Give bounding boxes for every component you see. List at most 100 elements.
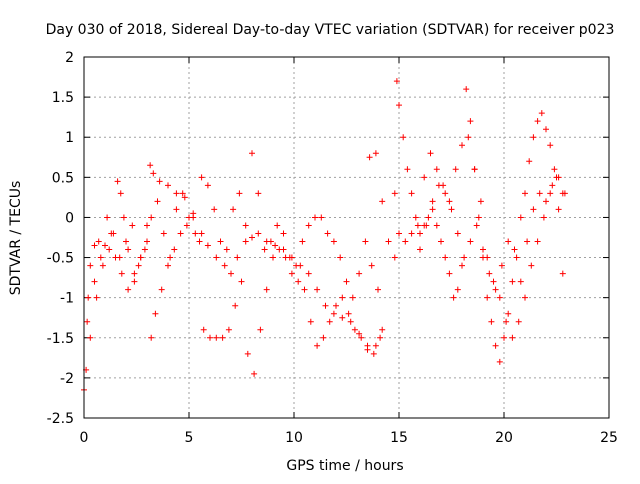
data-point-marker <box>160 230 167 237</box>
data-point-marker <box>123 238 129 245</box>
data-point-marker <box>391 190 398 197</box>
data-point-marker <box>330 238 337 245</box>
data-point-marker <box>442 254 449 261</box>
data-point-marker <box>555 206 562 213</box>
x-tick-label: 15 <box>390 430 408 446</box>
data-point-marker <box>522 294 528 301</box>
data-point-marker <box>517 214 524 221</box>
data-point-marker <box>358 334 365 341</box>
data-point-marker <box>438 238 444 245</box>
data-point-marker <box>551 166 558 173</box>
data-point-marker <box>368 262 375 269</box>
data-point-marker <box>131 270 138 277</box>
data-point-marker <box>225 326 232 333</box>
data-point-marker <box>117 190 124 197</box>
data-point-marker <box>459 262 465 269</box>
data-point-marker <box>137 254 144 261</box>
data-point-marker <box>465 134 472 141</box>
data-point-marker <box>228 270 234 277</box>
data-point-marker <box>125 246 132 253</box>
data-point-marker <box>314 342 321 349</box>
data-point-marker <box>244 350 251 357</box>
data-point-marker <box>421 174 428 181</box>
data-point-marker <box>118 270 125 277</box>
data-point-marker <box>417 230 423 237</box>
data-point-marker <box>106 246 113 253</box>
data-point-marker <box>99 262 106 269</box>
data-point-marker <box>217 238 224 245</box>
data-point-marker <box>561 190 568 197</box>
data-point-marker <box>219 334 226 341</box>
data-point-marker <box>356 270 363 277</box>
data-point-marker <box>232 302 239 309</box>
y-tick-label: -2 <box>60 371 74 387</box>
chart-title: Day 030 of 2018, Sidereal Day-to-day VTE… <box>46 22 615 38</box>
data-point-marker <box>393 78 400 85</box>
data-point-marker <box>530 206 537 213</box>
data-point-marker <box>257 326 264 333</box>
data-point-marker <box>165 262 171 269</box>
data-point-marker <box>526 158 533 165</box>
data-point-marker <box>280 230 287 237</box>
data-point-marker <box>452 166 459 173</box>
series-trace-f <box>417 174 568 293</box>
series-trace-e <box>391 134 566 341</box>
data-point-marker <box>538 110 545 117</box>
data-point-marker <box>366 154 373 161</box>
data-point-marker <box>144 222 150 229</box>
data-point-marker <box>349 294 356 301</box>
data-point-marker <box>242 238 249 245</box>
data-point-marker <box>144 238 150 245</box>
x-tick-label: 0 <box>80 430 89 446</box>
data-point-marker <box>496 294 503 301</box>
data-point-marker <box>400 134 407 141</box>
data-point-marker <box>204 242 211 249</box>
data-point-marker <box>446 270 453 277</box>
data-point-marker <box>312 214 318 221</box>
data-point-marker <box>492 342 499 349</box>
data-point-marker <box>330 310 337 317</box>
data-point-marker <box>173 206 180 213</box>
data-point-marker <box>173 190 180 197</box>
y-tick-label: -1.5 <box>47 331 74 347</box>
data-point-marker <box>204 182 211 189</box>
data-point-marker <box>427 150 434 157</box>
data-point-marker <box>249 150 255 157</box>
data-point-marker <box>158 286 165 293</box>
data-point-marker <box>396 102 402 109</box>
data-point-marker <box>198 230 205 237</box>
data-point-marker <box>129 222 136 229</box>
data-point-marker <box>87 262 94 269</box>
data-point-marker <box>515 318 522 325</box>
data-point-marker <box>152 310 159 317</box>
data-point-marker <box>511 246 518 253</box>
data-point-marker <box>274 222 281 229</box>
data-point-marker <box>454 230 461 237</box>
data-point-marker <box>255 190 262 197</box>
data-point-marker <box>326 318 333 325</box>
data-point-marker <box>116 254 123 261</box>
data-point-marker <box>471 166 478 173</box>
data-point-marker <box>543 198 549 205</box>
data-point-marker <box>339 294 346 301</box>
data-point-marker <box>165 182 171 189</box>
data-point-marker <box>148 214 155 221</box>
data-point-marker <box>408 230 415 237</box>
tick-layer <box>83 56 610 419</box>
x-tick-label: 10 <box>285 430 303 446</box>
data-point-marker <box>221 262 228 269</box>
data-point-marker <box>555 174 562 181</box>
data-point-marker <box>414 222 421 229</box>
x-tick-label: 5 <box>185 430 194 446</box>
data-point-marker <box>467 238 474 245</box>
y-axis-label: SDTVAR / TECUs <box>8 181 24 296</box>
data-point-marker <box>408 190 415 197</box>
data-point-marker <box>333 302 339 309</box>
data-point-marker <box>501 334 507 341</box>
data-point-marker <box>475 214 482 221</box>
data-point-marker <box>95 238 102 245</box>
data-point-marker <box>484 294 491 301</box>
data-point-marker <box>272 242 279 249</box>
data-point-marker <box>486 270 493 277</box>
data-point-marker <box>543 126 549 133</box>
